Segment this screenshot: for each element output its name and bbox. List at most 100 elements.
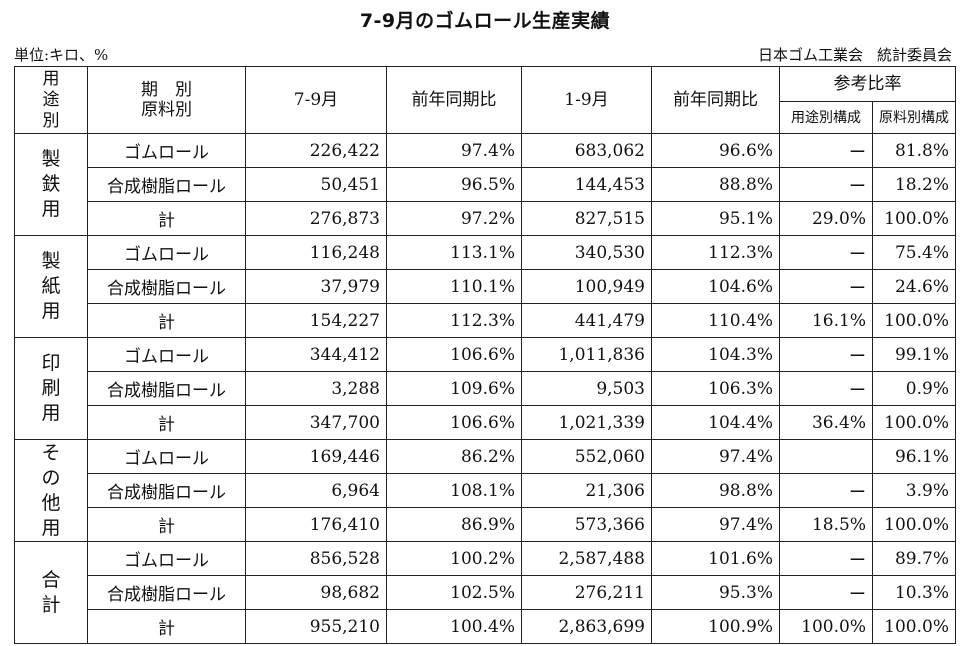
- usage-share-cell: ー: [779, 371, 873, 406]
- q3-yoy-cell: 106.6%: [386, 337, 522, 372]
- usage-category-char: 製: [41, 250, 61, 272]
- ytd-value-cell: 573,366: [521, 507, 652, 542]
- material-cell: 計: [87, 507, 246, 542]
- table-row: 合成樹脂ロール 50,451 96.5% 144,453 88.8% ー 18.2%: [15, 167, 956, 202]
- material-cell: 計: [87, 609, 246, 644]
- q3-value-cell: 37,979: [245, 269, 387, 304]
- table-row: 計 955,210 100.4% 2,863,699 100.9% 100.0% 100.0…: [15, 609, 956, 644]
- usage-share-cell: [779, 439, 873, 474]
- usage-share-cell: ー: [779, 133, 873, 168]
- table-row: 合成樹脂ロール 6,964 108.1% 21,306 98.8% ー 3.9%: [15, 473, 956, 508]
- table-row: 計 154,227 112.3% 441,479 110.4% 16.1% 100.0%: [15, 303, 956, 338]
- ytd-yoy-cell: 88.8%: [651, 167, 780, 202]
- usage-category-char: 用: [41, 516, 61, 539]
- q3-value-cell: 344,412: [245, 337, 387, 372]
- usage-share-cell: 18.5%: [779, 507, 873, 542]
- ytd-value-cell: 9,503: [521, 371, 652, 406]
- ytd-value-cell: 276,211: [521, 575, 652, 610]
- table-row: 合成樹脂ロール 98,682 102.5% 276,211 95.3% ー 10.3%: [15, 575, 956, 610]
- ytd-yoy-cell: 104.3%: [651, 337, 780, 372]
- header-yoy-ytd: 前年同期比: [651, 66, 780, 134]
- q3-yoy-cell: 112.3%: [386, 303, 522, 338]
- header-yoy-q3: 前年同期比: [386, 66, 522, 134]
- table-row: 合成樹脂ロール 37,979 110.1% 100,949 104.6% ー 24.6%: [15, 269, 956, 304]
- ytd-value-cell: 1,011,836: [521, 337, 652, 372]
- org-name: 日本ゴム工業会: [757, 46, 863, 64]
- material-share-cell: 100.0%: [872, 303, 956, 338]
- ytd-yoy-cell: 96.6%: [651, 133, 780, 168]
- usage-category-char: 刷: [41, 377, 61, 399]
- header-reference-ratio: 参考比率: [779, 66, 956, 102]
- q3-yoy-cell: 86.2%: [386, 439, 522, 474]
- header-row: 用途別 期 別原料別 7-9月 前年同期比 1-9月 前年同期比 参考比率: [14, 66, 956, 134]
- ytd-value-cell: 683,062: [521, 133, 652, 168]
- q3-yoy-cell: 100.4%: [386, 609, 522, 644]
- material-cell: 合成樹脂ロール: [87, 473, 246, 508]
- usage-category-char: 紙: [41, 275, 61, 297]
- q3-yoy-cell: 100.2%: [386, 541, 522, 576]
- ytd-value-cell: 144,453: [521, 167, 652, 202]
- q3-value-cell: 50,451: [245, 167, 387, 202]
- table-row: 計 347,700 106.6% 1,021,339 104.4% 36.4% 100.0%: [15, 405, 956, 440]
- header-usage-share: 用途別構成: [779, 101, 873, 134]
- table-row: 製紙用ゴムロール 116,248 113.1% 340,530 112.3% ー 75.4%: [14, 235, 956, 338]
- ytd-yoy-cell: 106.3%: [651, 371, 780, 406]
- header-usage: 用途別: [14, 66, 88, 134]
- material-cell: ゴムロール: [87, 337, 246, 372]
- ytd-yoy-cell: 101.6%: [651, 541, 780, 576]
- usage-category-char: 用: [41, 300, 61, 322]
- q3-value-cell: 169,446: [245, 439, 387, 474]
- q3-yoy-cell: 97.2%: [386, 201, 522, 236]
- page-title: 7-9月のゴムロール生産実績: [359, 10, 611, 32]
- material-cell: 合成樹脂ロール: [87, 371, 246, 406]
- usage-category-char: 鉄: [41, 173, 61, 195]
- ytd-value-cell: 21,306: [521, 473, 652, 508]
- table-row: 合計ゴムロール 856,528 100.2% 2,587,488 101.6% ー 89.7…: [14, 541, 956, 644]
- material-cell: ゴムロール: [87, 133, 246, 168]
- material-share-cell: 100.0%: [872, 507, 956, 542]
- ytd-yoy-cell: 104.6%: [651, 269, 780, 304]
- organization-label: 日本ゴム工業会 統計委員会: [758, 44, 952, 65]
- ytd-value-cell: 340,530: [521, 235, 652, 270]
- usage-share-cell: 36.4%: [779, 405, 873, 440]
- ytd-yoy-cell: 98.8%: [651, 473, 780, 508]
- q3-value-cell: 154,227: [245, 303, 387, 338]
- usage-share-cell: 100.0%: [779, 609, 873, 644]
- ytd-yoy-cell: 104.4%: [651, 405, 780, 440]
- q3-value-cell: 955,210: [245, 609, 387, 644]
- usage-category-char: 計: [41, 593, 61, 616]
- q3-value-cell: 856,528: [245, 541, 387, 576]
- usage-category: 製鉄用: [14, 133, 88, 236]
- table-body: 製鉄用ゴムロール 226,422 97.4% 683,062 96.6% ー 81.8% 合成…: [14, 133, 956, 644]
- usage-category-char: そ: [41, 441, 61, 464]
- material-cell: 計: [87, 303, 246, 338]
- ytd-value-cell: 552,060: [521, 439, 652, 474]
- ytd-yoy-cell: 112.3%: [651, 235, 780, 270]
- material-share-cell: 10.3%: [872, 575, 956, 610]
- table-row: 計 276,873 97.2% 827,515 95.1% 29.0% 100.0%: [15, 201, 956, 236]
- ytd-value-cell: 827,515: [521, 201, 652, 236]
- usage-category-char: 合: [41, 568, 61, 591]
- q3-value-cell: 3,288: [245, 371, 387, 406]
- q3-value-cell: 176,410: [245, 507, 387, 542]
- material-share-cell: 100.0%: [872, 609, 956, 644]
- q3-yoy-cell: 113.1%: [386, 235, 522, 270]
- usage-category-char: 他: [41, 491, 61, 514]
- usage-share-cell: ー: [779, 337, 873, 372]
- committee-name: 統計委員会: [876, 46, 952, 64]
- usage-share-cell: ー: [779, 473, 873, 508]
- usage-share-cell: ー: [779, 575, 873, 610]
- ytd-yoy-cell: 97.4%: [651, 439, 780, 474]
- usage-category-char: 用: [41, 198, 61, 220]
- material-cell: ゴムロール: [87, 235, 246, 270]
- usage-share-cell: 29.0%: [779, 201, 873, 236]
- table-row: 印刷用ゴムロール 344,412 106.6% 1,011,836 104.3% ー 99.…: [14, 337, 956, 440]
- header-row-2: 用途別構成 原料別構成: [15, 101, 956, 134]
- q3-value-cell: 98,682: [245, 575, 387, 610]
- usage-category-char: 用: [41, 402, 61, 424]
- usage-category: 製紙用: [14, 235, 88, 338]
- usage-category: その他用: [14, 439, 88, 542]
- q3-value-cell: 116,248: [245, 235, 387, 270]
- material-share-cell: 100.0%: [872, 201, 956, 236]
- ytd-value-cell: 100,949: [521, 269, 652, 304]
